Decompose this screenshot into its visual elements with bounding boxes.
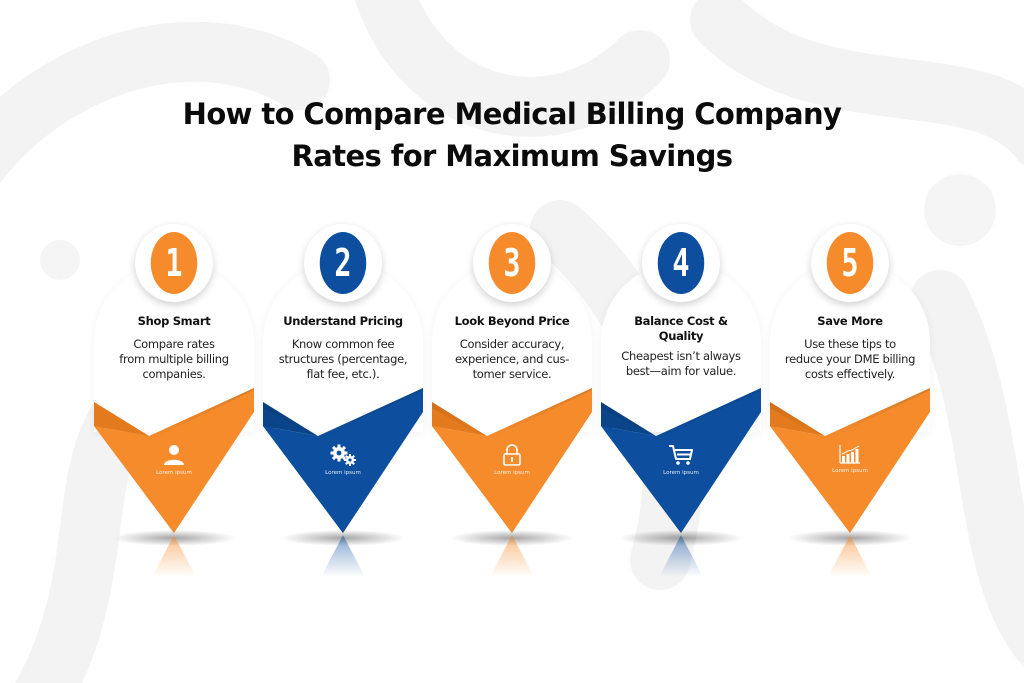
step-number: 3: [488, 232, 536, 294]
step-arrow-shape: [770, 388, 930, 577]
user-icon: [164, 445, 184, 465]
step-card-2: 2 Understand Pricing Know common fee str…: [263, 222, 423, 577]
step-arrow-shape: [263, 388, 423, 577]
step-description: Know common fee structures (percentage, …: [278, 337, 408, 381]
step-number: 1: [150, 232, 198, 294]
step-arrow-shape: [432, 388, 592, 577]
step-title: Look Beyond Price: [454, 314, 570, 328]
step-number-badge: 5: [811, 224, 889, 302]
step-title: Save More: [817, 314, 883, 328]
step-number: 2: [319, 232, 367, 294]
step-icon-area: Lorem ipsum: [94, 444, 254, 476]
step-number-badge: 1: [135, 224, 213, 302]
icon-label: Lorem ipsum: [663, 470, 699, 476]
step-description: Use these tips to reduce your DME billin…: [784, 337, 916, 381]
step-icon-area: Lorem ipsum: [432, 444, 592, 476]
step-title: Balance Cost & Quality: [634, 314, 728, 343]
step-arrow-shape: [94, 388, 254, 577]
bar-chart-icon: [839, 445, 860, 464]
title-line-2: Rates for Maximum Savings: [291, 139, 734, 173]
step-card-1: 1 Shop Smart Compare rates from multiple…: [94, 222, 254, 577]
step-title: Shop Smart: [137, 314, 211, 328]
step-arrow-shape: [601, 388, 761, 577]
title-line-1: How to Compare Medical Billing Company: [182, 97, 842, 131]
icon-label: Lorem ipsum: [325, 470, 361, 476]
icon-label: Lorem ipsum: [156, 470, 192, 476]
step-title: Understand Pricing: [283, 314, 403, 328]
step-card-5: 5 Save More Use these tips to reduce you…: [770, 222, 930, 577]
step-description: Cheapest isn’t always best—aim for value…: [621, 349, 741, 378]
step-icon-area: Lorem ipsum: [601, 444, 761, 476]
step-description: Compare rates from multiple billing comp…: [119, 337, 229, 381]
step-icon-area: Lorem ipsum: [263, 444, 423, 476]
gears-icon: [330, 444, 356, 466]
step-number-badge: 2: [304, 224, 382, 302]
step-card-4: 4 Balance Cost & Quality Cheapest isn’t …: [601, 222, 761, 577]
step-card-3: 3 Look Beyond Price Consider accuracy, e…: [432, 222, 592, 577]
icon-label: Lorem ipsum: [494, 470, 530, 476]
step-description: Consider accuracy, experience, and cus- …: [454, 337, 570, 381]
page-title: How to Compare Medical Billing Company R…: [0, 93, 1024, 177]
shopping-cart-icon: [669, 445, 693, 465]
step-number: 5: [826, 232, 874, 294]
step-number-badge: 3: [473, 224, 551, 302]
step-number-badge: 4: [642, 224, 720, 302]
step-number: 4: [657, 232, 705, 294]
step-icon-area: Lorem ipsum: [770, 444, 930, 474]
icon-label: Lorem ipsum: [832, 468, 868, 474]
lock-icon: [503, 444, 521, 466]
